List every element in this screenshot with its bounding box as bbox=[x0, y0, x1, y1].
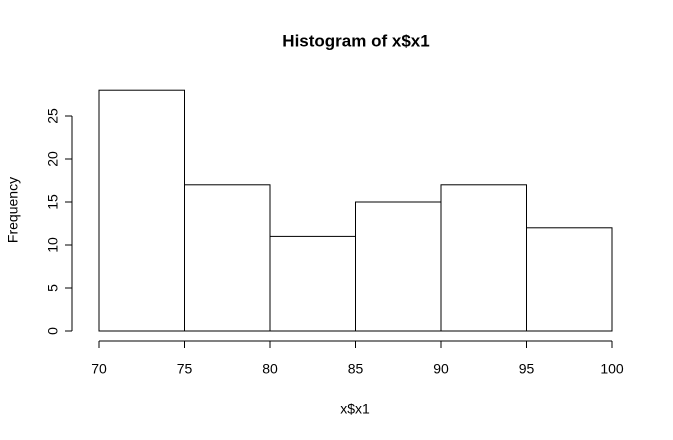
x-axis-label: x$x1 bbox=[340, 401, 370, 417]
bar bbox=[440, 184, 527, 332]
x-tick-label: 80 bbox=[262, 361, 278, 377]
bar bbox=[184, 184, 271, 332]
bar bbox=[355, 201, 442, 332]
y-tick-label: 20 bbox=[45, 151, 61, 167]
x-tick-label: 90 bbox=[433, 361, 449, 377]
chart-title: Histogram of x$x1 bbox=[282, 31, 429, 50]
x-tick-label: 95 bbox=[519, 361, 535, 377]
y-tick-label: 15 bbox=[45, 194, 61, 210]
bar bbox=[526, 227, 613, 332]
y-tick-label: 25 bbox=[45, 108, 61, 124]
bar bbox=[269, 235, 356, 332]
y-tick-label: 5 bbox=[45, 284, 61, 292]
x-tick-label: 85 bbox=[348, 361, 364, 377]
x-tick-label: 75 bbox=[177, 361, 193, 377]
bar bbox=[98, 89, 185, 332]
y-tick-label: 10 bbox=[45, 237, 61, 253]
x-tick-label: 70 bbox=[91, 361, 107, 377]
x-tick-label: 100 bbox=[600, 361, 624, 377]
y-tick-label: 0 bbox=[45, 327, 61, 335]
y-axis-label: Frequency bbox=[5, 177, 21, 243]
